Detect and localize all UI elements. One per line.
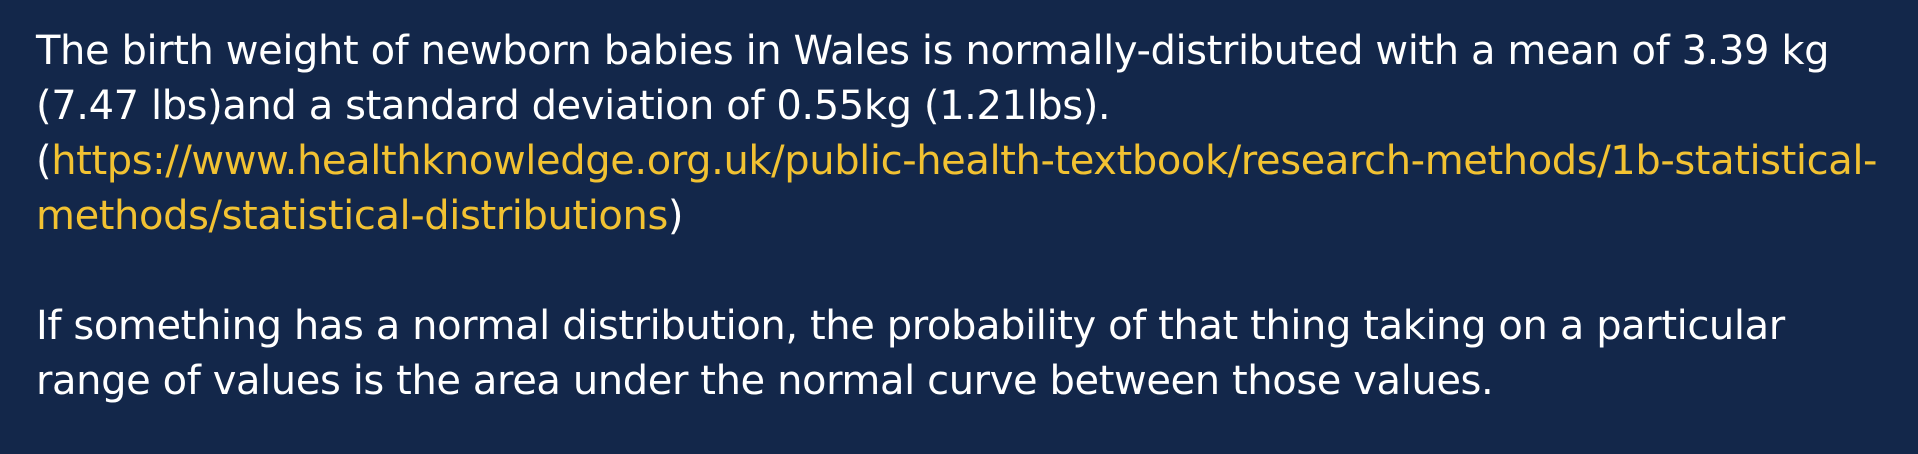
birth-weight-statement: The birth weight of newborn babies in Wa…: [36, 28, 1830, 129]
birth-weight-paragraph: The birth weight of newborn babies in Wa…: [36, 24, 1886, 244]
slide-content: The birth weight of newborn babies in Wa…: [36, 24, 1886, 409]
source-link[interactable]: https://www.healthknowledge.org.uk/publi…: [36, 138, 1878, 239]
open-paren: (: [36, 138, 52, 184]
normal-distribution-paragraph: If something has a normal distribution, …: [36, 303, 1785, 404]
close-paren: ): [667, 193, 684, 239]
